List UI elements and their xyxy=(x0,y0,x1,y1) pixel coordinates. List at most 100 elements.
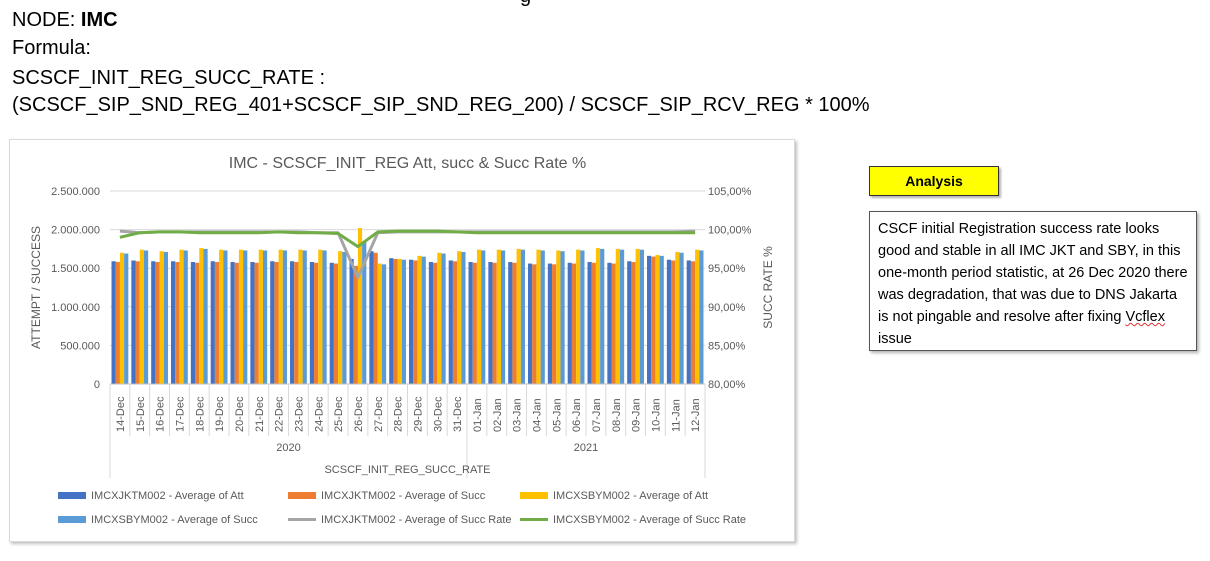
bar xyxy=(203,248,208,384)
bar xyxy=(175,262,180,384)
legend-swatch xyxy=(288,492,316,499)
bar xyxy=(278,249,283,384)
bar xyxy=(560,251,565,384)
bar xyxy=(413,260,418,384)
bar xyxy=(520,249,525,384)
x-group-label: 2020 xyxy=(276,442,300,454)
bar xyxy=(183,250,188,384)
analysis-text-underlined: Vcflex xyxy=(1125,309,1165,325)
bar xyxy=(679,252,684,384)
bar xyxy=(635,248,640,384)
x-tick-label: 20-Dec xyxy=(234,396,246,432)
bar xyxy=(516,248,521,384)
bar xyxy=(472,262,477,384)
x-tick-label: 21-Dec xyxy=(254,396,266,432)
bar xyxy=(615,248,620,384)
bar xyxy=(571,263,577,384)
chart-title: IMC - SCSCF_INIT_REG Att, succ & Succ Ra… xyxy=(229,155,586,172)
x-tick-label: 11-Jan xyxy=(670,399,682,432)
y-axis-title: ATTEMPT / SUCCESS xyxy=(29,226,43,349)
legend-label: IMCXSBYM002 - Average of Att xyxy=(553,490,708,502)
bar xyxy=(540,250,545,384)
bar xyxy=(298,249,303,384)
bar xyxy=(437,252,442,384)
bar xyxy=(627,261,632,384)
y-tick-label: 1.000.000 xyxy=(51,302,100,314)
bar xyxy=(270,261,275,384)
bar xyxy=(448,260,453,384)
bar xyxy=(314,262,319,384)
y2-tick-label: 85,00% xyxy=(708,340,746,352)
bar xyxy=(651,256,656,384)
bar xyxy=(179,249,184,384)
bar xyxy=(171,261,176,384)
bar xyxy=(591,262,596,384)
bar xyxy=(580,250,585,384)
series-line xyxy=(119,229,696,249)
y-tick-label: 500.000 xyxy=(60,340,100,352)
bar xyxy=(461,251,466,384)
bar xyxy=(631,262,636,384)
x-tick-label: 17-Dec xyxy=(174,396,186,432)
bar xyxy=(163,251,168,384)
x-tick-label: 15-Dec xyxy=(135,396,147,432)
legend-label: IMCXJKTM002 - Average of Succ Rate xyxy=(321,514,512,526)
bar xyxy=(417,255,422,384)
bar xyxy=(512,262,517,384)
chart-container[interactable]: IMC - SCSCF_INIT_REG Att, succ & Succ Ra… xyxy=(9,139,795,542)
x-tick-label: 09-Jan xyxy=(631,398,643,432)
legend-swatch xyxy=(58,516,86,523)
bar xyxy=(342,251,347,384)
bar xyxy=(243,250,248,384)
bar xyxy=(373,252,378,384)
bar xyxy=(230,262,235,384)
x-tick-label: 29-Dec xyxy=(412,396,424,432)
x-tick-label: 01-Jan xyxy=(472,398,484,432)
x-tick-label: 19-Dec xyxy=(214,396,226,432)
bar xyxy=(671,260,676,384)
x-tick-label: 27-Dec xyxy=(373,396,385,432)
cut-off-title-fragment: g xyxy=(520,0,531,8)
bar xyxy=(119,252,125,384)
bar xyxy=(556,250,561,384)
bar xyxy=(223,250,228,384)
bar xyxy=(333,263,339,384)
y-tick-label: 0 xyxy=(94,379,100,391)
bar xyxy=(647,255,652,384)
bar xyxy=(309,262,315,384)
bar xyxy=(409,259,414,384)
bar xyxy=(274,262,279,384)
x-group-label: 2021 xyxy=(574,442,598,454)
analysis-text: CSCF initial Registration success rate l… xyxy=(878,221,1188,325)
bar xyxy=(695,249,700,384)
y2-tick-label: 95,00% xyxy=(708,263,746,275)
y2-tick-label: 90,00% xyxy=(708,302,746,314)
bar xyxy=(131,260,136,384)
formula-expression: (SCSCF_SIP_SND_REG_401+SCSCF_SIP_SND_REG… xyxy=(12,94,870,116)
x-tick-label: 08-Jan xyxy=(611,398,623,432)
bar xyxy=(659,255,664,384)
bar xyxy=(600,248,605,384)
bar xyxy=(139,249,144,384)
bar xyxy=(389,258,394,384)
analysis-text-end: issue xyxy=(878,331,912,347)
bar xyxy=(338,251,343,384)
bar xyxy=(318,249,323,384)
bar xyxy=(393,258,398,384)
bar xyxy=(452,261,458,384)
x-tick-label: 12-Jan xyxy=(690,398,702,432)
legend-label: IMCXSBYM002 - Average of Succ Rate xyxy=(553,514,746,526)
bar xyxy=(428,262,434,384)
bar xyxy=(329,262,334,384)
bar xyxy=(369,251,374,384)
legend-swatch xyxy=(58,492,86,499)
x-tick-label: 18-Dec xyxy=(194,396,206,432)
bar xyxy=(210,261,215,384)
x-tick-label: 04-Jan xyxy=(531,398,543,432)
bar xyxy=(488,262,493,384)
bar xyxy=(552,264,557,384)
bar xyxy=(481,250,486,384)
bar xyxy=(587,262,592,384)
x-tick-label: 31-Dec xyxy=(452,396,464,432)
legend-swatch xyxy=(520,492,548,499)
